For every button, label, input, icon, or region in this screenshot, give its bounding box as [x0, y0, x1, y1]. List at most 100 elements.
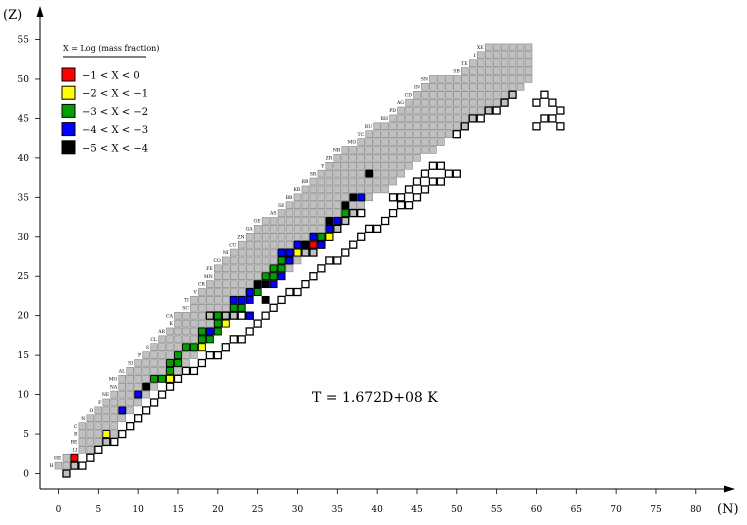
network-cell [94, 422, 103, 430]
network-cell-outline [444, 169, 454, 178]
network-cell [476, 83, 485, 91]
network-cell [285, 225, 294, 233]
network-cell [365, 162, 373, 170]
network-cell [102, 398, 111, 407]
network-cell [421, 83, 429, 91]
element-label: CR [198, 282, 206, 288]
network-cell [190, 304, 198, 312]
network-cell [405, 122, 413, 131]
network-cell [508, 83, 517, 91]
network-cell [158, 335, 166, 344]
network-cell [389, 114, 397, 123]
network-cell [341, 177, 350, 186]
network-cell [134, 382, 142, 391]
network-cell [461, 83, 469, 91]
network-cell [309, 185, 318, 194]
element-label: NB [333, 148, 341, 154]
network-cell-outline [165, 382, 175, 391]
network-cell [333, 154, 342, 162]
network-cell [94, 430, 103, 438]
network-cell [516, 43, 525, 52]
y-tick-label: 50 [18, 75, 30, 85]
abundance-cell-m5 [349, 193, 358, 202]
network-cell [325, 193, 334, 202]
network-cell [492, 67, 501, 75]
network-cell [484, 83, 493, 91]
network-cell [293, 209, 302, 217]
network-cell [516, 59, 525, 67]
abundance-cell-m3 [269, 272, 278, 281]
x-tick-label: 55 [491, 505, 503, 515]
abundance-cell-m2 [197, 343, 206, 352]
abundance-cell-m4 [309, 232, 318, 241]
network-cell [54, 461, 63, 470]
network-cell [182, 319, 190, 328]
element-label: BE [71, 440, 78, 446]
x-axis-title: (N) [717, 502, 739, 517]
network-cell [222, 288, 230, 296]
network-cell [182, 327, 190, 336]
network-cell [397, 106, 405, 115]
abundance-cell-m2 [293, 248, 302, 257]
network-cell [365, 146, 373, 154]
network-cell [142, 359, 150, 367]
network-cell-outline [420, 169, 430, 178]
element-label: MG [109, 376, 118, 382]
network-cell [110, 406, 119, 415]
network-cell [469, 83, 477, 91]
abundance-cell-m2 [221, 319, 230, 328]
network-cell [150, 359, 158, 367]
element-label: O [89, 408, 93, 414]
network-cell-outline [357, 208, 366, 218]
network-cell [78, 430, 87, 438]
network-cell [205, 311, 215, 320]
network-cell [198, 296, 206, 304]
network-cell [492, 83, 501, 91]
network-cell [134, 367, 142, 375]
network-cell [269, 225, 278, 233]
network-cell [222, 256, 230, 265]
network-cell [333, 169, 342, 178]
network-cell [357, 146, 365, 154]
network-cell [429, 98, 437, 107]
network-cell-outline [149, 398, 159, 407]
network-cell [429, 90, 437, 99]
network-cell [357, 185, 365, 194]
abundance-cell-m3 [174, 351, 182, 360]
element-label: LI [72, 447, 77, 453]
network-cell [245, 264, 254, 273]
network-cell [492, 51, 501, 60]
network-cell [389, 130, 397, 138]
network-cell [381, 177, 389, 186]
network-cell [182, 359, 190, 367]
network-cell [421, 90, 429, 99]
network-cell [94, 438, 103, 446]
network-cell [309, 201, 318, 209]
network-cell [253, 240, 262, 249]
network-cell-outline [205, 350, 215, 360]
network-cell [429, 114, 437, 123]
y-tick-label: 25 [18, 272, 30, 282]
abundance-cell-m3 [277, 264, 286, 273]
network-cell [453, 114, 461, 123]
legend: X = Log (mass fraction) −1 < X < 0 −2 < X… [61, 44, 159, 155]
network-cell [421, 98, 429, 107]
element-label: RB [302, 179, 309, 185]
network-cell-outline [333, 256, 342, 265]
element-label: SR [310, 171, 317, 177]
network-cell [317, 225, 326, 233]
network-cell [461, 67, 469, 75]
network-cell [373, 154, 381, 162]
network-cell [461, 90, 469, 99]
network-cell [445, 114, 453, 123]
temperature-annotation: T = 1.672D+08 K [312, 390, 438, 406]
network-cell [484, 59, 493, 67]
network-cell-outline [301, 279, 310, 289]
network-cell [221, 311, 230, 320]
network-cell [102, 414, 111, 423]
element-label: NE [102, 392, 109, 398]
element-label: F [98, 400, 101, 406]
network-cell-outline [372, 224, 382, 234]
